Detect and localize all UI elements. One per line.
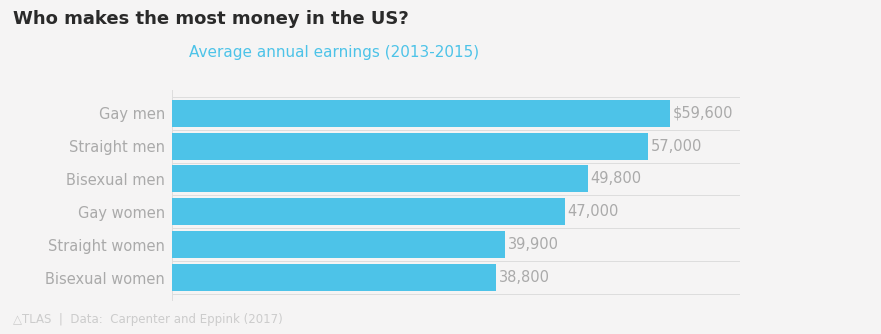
Bar bbox=[172, 100, 670, 127]
Text: Average annual earnings (2013-2015): Average annual earnings (2013-2015) bbox=[189, 45, 479, 60]
Bar bbox=[172, 165, 588, 192]
Text: $59,600: $59,600 bbox=[672, 106, 733, 121]
Bar bbox=[172, 133, 648, 160]
Text: 49,800: 49,800 bbox=[590, 171, 641, 186]
Text: 38,800: 38,800 bbox=[499, 270, 550, 285]
Bar bbox=[172, 231, 505, 258]
Text: 39,900: 39,900 bbox=[507, 237, 559, 252]
Bar bbox=[172, 264, 496, 291]
Text: Who makes the most money in the US?: Who makes the most money in the US? bbox=[13, 10, 409, 28]
Text: △TLAS  |  Data:  Carpenter and Eppink (2017): △TLAS | Data: Carpenter and Eppink (2017… bbox=[13, 313, 283, 326]
Bar bbox=[172, 198, 565, 225]
Text: 57,000: 57,000 bbox=[651, 139, 702, 154]
Text: 47,000: 47,000 bbox=[567, 204, 618, 219]
